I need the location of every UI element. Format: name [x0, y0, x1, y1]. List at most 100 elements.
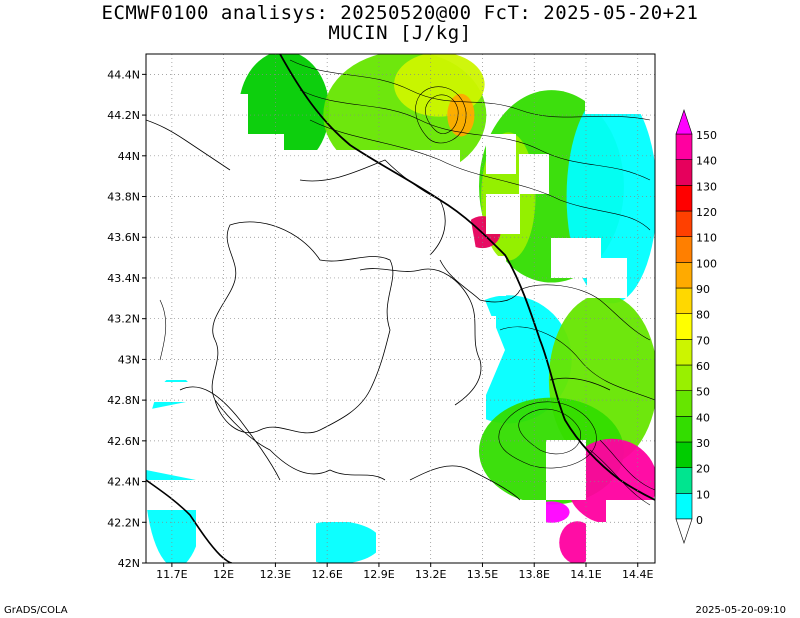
mask-13	[486, 134, 516, 174]
mask-10	[146, 382, 196, 402]
xtick-label-2: 12.3E	[260, 568, 291, 581]
xtick-label-4: 12.9E	[363, 568, 394, 581]
xtick-label-0: 11.7E	[156, 568, 187, 581]
mask-26	[546, 440, 586, 500]
colorbar-seg-14	[675, 133, 693, 160]
ytick-label-4: 43.6N	[107, 231, 140, 244]
contour-10	[519, 284, 651, 341]
plot-frame	[145, 53, 656, 564]
mask-0	[146, 74, 196, 124]
ytick-label-10: 42.4N	[107, 476, 140, 489]
ytick-label-5: 43.4N	[107, 272, 140, 285]
colorbar-label-2: 20	[696, 463, 710, 476]
latitude-labels: 44.4N 44.2N 44N 43.8N 43.6N 43.4N 43.2N 43N 42.8…	[107, 68, 146, 570]
colorbar-seg-10	[675, 236, 693, 263]
contour-2	[309, 119, 651, 231]
ytick-label-7: 43N	[118, 353, 140, 366]
contour-1	[299, 89, 651, 181]
ytick-label-3: 43.8N	[107, 191, 140, 204]
mask-1	[196, 74, 216, 94]
tyrrhenian-coastline	[146, 479, 233, 563]
colorbar-label-10: 100	[696, 257, 717, 270]
border-5	[179, 386, 281, 481]
colorbar-seg-4	[675, 390, 693, 417]
mask-west	[146, 400, 196, 480]
contour-5	[518, 408, 581, 455]
footer-source: GrADS/COLA	[4, 605, 68, 616]
colorbar-seg-9	[675, 262, 693, 289]
colorbar-seg-2	[675, 441, 693, 468]
mask-25	[506, 500, 546, 563]
chart-title: ECMWF0100 analisys: 20250520@00 FcT: 202…	[101, 2, 699, 24]
coastline	[146, 54, 655, 563]
mask-12	[585, 54, 655, 114]
colorbar-label-6: 60	[696, 360, 710, 373]
colorbar-label-4: 40	[696, 411, 710, 424]
xtick-label-7: 13.8E	[518, 568, 549, 581]
colorbar-label-1: 10	[696, 488, 710, 501]
colorbar-seg-8	[675, 287, 693, 314]
mask-2	[212, 94, 248, 134]
border-7	[549, 377, 611, 391]
mask-21	[196, 500, 316, 563]
chart-subtitle: MUCIN [J/kg]	[328, 22, 472, 44]
ytick-label-0: 44.4N	[107, 68, 140, 81]
contour-0	[289, 59, 651, 121]
ytick-label-2: 44N	[118, 150, 140, 163]
colorbar-label-5: 50	[696, 386, 710, 399]
contour-7	[599, 439, 655, 491]
mask-15	[486, 194, 520, 234]
colorbar-label-13: 130	[696, 180, 717, 193]
ytick-label-9: 42.6N	[107, 435, 140, 448]
border-0	[211, 221, 394, 434]
colorbar-label-14: 140	[696, 155, 717, 168]
border-4	[439, 259, 521, 303]
colorbar-seg-3	[675, 416, 693, 443]
colorbar-seg-13	[675, 159, 693, 186]
north-border	[146, 119, 231, 171]
contour-9	[159, 299, 167, 361]
border-3	[214, 399, 386, 481]
xtick-label-9: 14.4E	[622, 568, 653, 581]
mask-28	[606, 500, 655, 563]
mask-9	[160, 300, 200, 380]
ytick-label-8: 42.8N	[107, 394, 140, 407]
colorbar-bottom-arrow	[675, 518, 693, 544]
xtick-label-6: 13.5E	[467, 568, 498, 581]
footer-timestamp: 2025-05-20-09:10	[695, 605, 786, 616]
colorbar-seg-6	[675, 339, 693, 366]
longitude-labels: 11.7E 12E 12.3E 12.6E 12.9E 13.2E 13.5E 13.8E 14…	[156, 563, 654, 581]
colorbar: 0 10 20 30 40 50 60 70 80 90 100 110 120 130 140 150	[675, 109, 717, 544]
mask-24	[466, 522, 506, 563]
contour-11	[499, 326, 655, 401]
colorbar-label-15: 150	[696, 129, 717, 142]
colorbar-label-0: 0	[696, 514, 703, 527]
ytick-label-11: 42.2N	[107, 516, 140, 529]
border-2	[359, 268, 482, 406]
contour-3	[425, 94, 459, 134]
colorbar-label-8: 80	[696, 309, 710, 322]
mask-6	[146, 238, 166, 268]
colorbar-label-12: 120	[696, 206, 717, 219]
ytick-label-1: 44.2N	[107, 109, 140, 122]
mask-4	[146, 158, 226, 198]
field-region-4	[447, 93, 475, 137]
xtick-label-1: 12E	[213, 568, 234, 581]
xtick-label-8: 14.1E	[570, 568, 601, 581]
contour-4	[415, 86, 467, 144]
colorbar-top-arrow	[675, 109, 693, 135]
mask-27	[586, 522, 606, 563]
mask-interior	[196, 175, 505, 520]
colorbar-seg-12	[675, 185, 693, 212]
colorbar-seg-0	[675, 493, 693, 520]
colorbar-seg-5	[675, 364, 693, 391]
colorbar-label-7: 70	[696, 334, 710, 347]
colorbar-label-3: 30	[696, 437, 710, 450]
xtick-label-3: 12.6E	[311, 568, 342, 581]
xtick-label-5: 13.2E	[415, 568, 446, 581]
contour-lines	[159, 59, 655, 506]
colorbar-label-9: 90	[696, 283, 710, 296]
colorbar-seg-1	[675, 467, 693, 494]
ytick-label-12: 42N	[118, 557, 140, 570]
